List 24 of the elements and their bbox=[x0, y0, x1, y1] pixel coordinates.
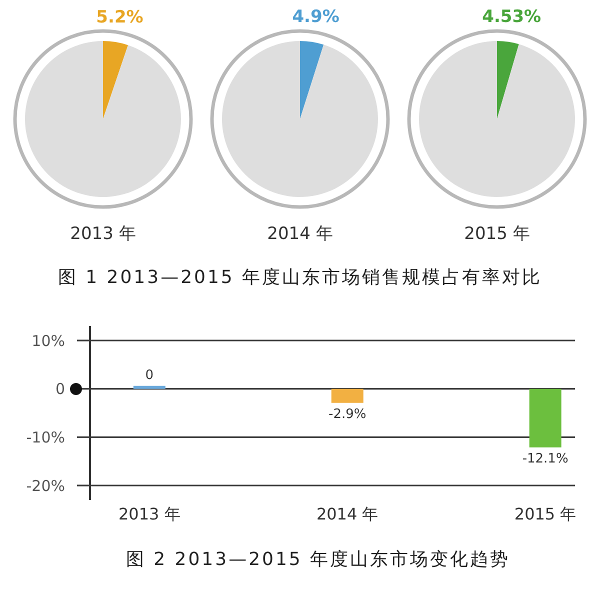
data-label: 5.2% bbox=[96, 7, 144, 28]
y-tick-label: 10% bbox=[32, 332, 65, 350]
y-tick-label: 0 bbox=[55, 380, 65, 398]
pie-slice bbox=[103, 41, 128, 119]
text: 2015 年 bbox=[463, 223, 531, 246]
data-label: 4.53% bbox=[482, 7, 542, 28]
x-tick-label: 2014 年 bbox=[316, 504, 378, 524]
pie-slice bbox=[25, 41, 181, 197]
caption: 图 2 2013—2015 年度山东市场变化趋势 bbox=[124, 548, 512, 572]
pie-slice bbox=[300, 41, 324, 119]
x-tick-label: 2013 年 bbox=[118, 504, 180, 524]
text: 2014 年 bbox=[266, 223, 334, 246]
y-tick-label: -20% bbox=[26, 476, 65, 495]
y-tick-label: -10% bbox=[26, 428, 65, 446]
x-tick-label: 2015 年 bbox=[514, 504, 576, 524]
data-label: 4.9% bbox=[292, 7, 340, 28]
data-label: -12.1% bbox=[522, 451, 568, 466]
text: 2013 年 bbox=[69, 223, 137, 246]
pie-slice bbox=[419, 41, 575, 197]
caption: 图 1 2013—2015 年度山东市场销售规模占有率对比 bbox=[56, 266, 544, 290]
data-label: 0 bbox=[145, 368, 154, 383]
data-label: -2.9% bbox=[328, 406, 366, 422]
pie-slice bbox=[497, 41, 519, 119]
pie-slice bbox=[222, 41, 378, 197]
